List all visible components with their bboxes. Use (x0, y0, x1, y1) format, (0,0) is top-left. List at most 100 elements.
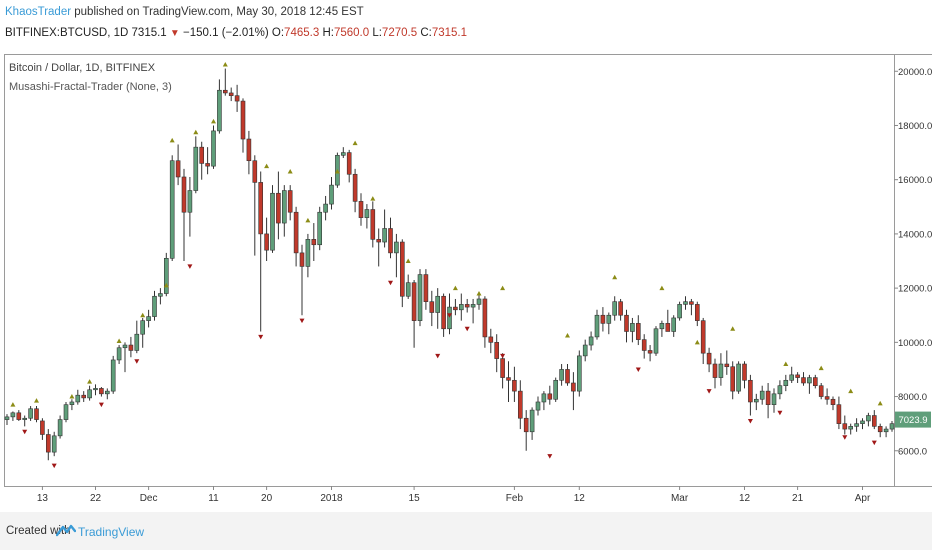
candle-down (801, 377, 806, 384)
fractal-down-marker (777, 410, 783, 416)
y-tick-label: 16000.0 (898, 175, 932, 186)
candle-up (659, 323, 665, 330)
fractal-down-marker (134, 359, 140, 364)
candle-up (630, 323, 635, 332)
fractal-up-marker (10, 402, 16, 407)
x-tick-label: 15 (409, 493, 421, 504)
candle-up (22, 417, 28, 420)
candle-up (105, 390, 110, 395)
candle-up (653, 328, 659, 354)
candle-up (677, 304, 682, 319)
fractal-down-marker (706, 389, 712, 394)
candle-up (777, 385, 783, 395)
fractal-down-marker (500, 353, 506, 359)
x-tick-label: 11 (208, 493, 219, 504)
candle-down (618, 301, 623, 316)
candle-up (718, 363, 724, 378)
candle-up (51, 435, 57, 453)
candle-down (494, 342, 500, 359)
candle-up (57, 419, 63, 437)
low-label: L: (372, 27, 382, 39)
candle-up (116, 347, 122, 361)
indicator-legend: Musashi-Fractal-Trader (None, 3) (9, 81, 172, 93)
candle-down (712, 363, 718, 378)
created-with-text: Created with (6, 525, 71, 537)
fractal-up-marker (370, 196, 376, 201)
fractal-up-marker (612, 274, 618, 280)
candle-up (759, 390, 765, 400)
candle-up (217, 89, 222, 132)
published-text: published on TradingView.com, May 30, 20… (71, 6, 364, 18)
candle-up (28, 408, 33, 419)
candle-up (211, 130, 216, 167)
candle-down (600, 314, 606, 324)
candle-up (417, 274, 423, 321)
candle-up (535, 401, 541, 411)
fractal-down-marker (187, 264, 193, 269)
candle-down (765, 390, 771, 405)
fractal-down-marker (547, 454, 553, 459)
price-change: −150.1 (−2.01%) (183, 27, 269, 39)
candle-down (199, 146, 204, 164)
candle-up (576, 355, 582, 392)
tradingview-brand-link[interactable]: TradingView (78, 525, 145, 539)
fractal-up-marker (140, 312, 146, 318)
candle-down (376, 239, 382, 243)
candle-down (352, 173, 358, 202)
candle-down (175, 160, 181, 178)
candle-down (694, 304, 700, 321)
close-label: C: (420, 27, 432, 39)
candle-down (488, 336, 494, 343)
fractal-up-marker (848, 388, 854, 394)
candle-down (358, 201, 364, 218)
candle-down (877, 426, 883, 433)
candle-up (270, 192, 275, 251)
candle-up (193, 146, 199, 191)
candle-down (370, 209, 376, 240)
candle-down (836, 404, 842, 424)
fractal-down-marker (258, 334, 264, 340)
fractal-up-marker (405, 258, 411, 264)
candle-up (134, 333, 140, 351)
close-value: 7315.1 (431, 27, 467, 39)
x-tick-label: Feb (506, 493, 524, 504)
candle-down (830, 398, 836, 405)
candle-down (399, 241, 405, 297)
candle-down (795, 374, 800, 378)
candle-up (4, 416, 10, 420)
candle-down (234, 95, 240, 102)
fractal-up-marker (34, 398, 39, 403)
candle-down (441, 295, 446, 330)
y-tick-label: 14000.0 (898, 229, 932, 240)
fractal-up-marker (783, 361, 789, 367)
chart-plot[interactable]: 6000.0 8000.0 10000.0 12000.0 14000.0 16000.0… (0, 0, 932, 512)
candle-up (187, 190, 193, 213)
fractal-down-marker (842, 435, 848, 440)
price-axis[interactable] (894, 54, 932, 487)
candle-down (423, 274, 429, 302)
candle-up (476, 298, 482, 305)
candle-down (264, 233, 269, 251)
chart-pane[interactable] (4, 54, 895, 487)
fractal-up-marker (659, 285, 665, 291)
x-tick-label: 20 (261, 493, 273, 504)
tradingview-logo-icon (56, 524, 76, 537)
candle-down (388, 228, 393, 254)
candle-down (500, 358, 505, 378)
candle-down (223, 89, 228, 94)
candle-down (512, 379, 517, 392)
candle-down (258, 182, 264, 235)
fractal-up-marker (222, 61, 228, 67)
candle-down (464, 304, 470, 308)
candle-up (783, 379, 789, 387)
candle-down (16, 412, 22, 420)
candle-up (470, 304, 476, 308)
candle-down (523, 417, 529, 433)
y-tick-label: 12000.0 (898, 284, 932, 295)
fractal-down-marker (464, 326, 470, 332)
author-link[interactable]: KhaosTrader (5, 6, 72, 18)
x-tick-label: Dec (140, 493, 158, 504)
candle-up (394, 241, 399, 254)
x-tick-label: 12 (739, 493, 751, 504)
x-tick-label: 2018 (320, 493, 343, 504)
